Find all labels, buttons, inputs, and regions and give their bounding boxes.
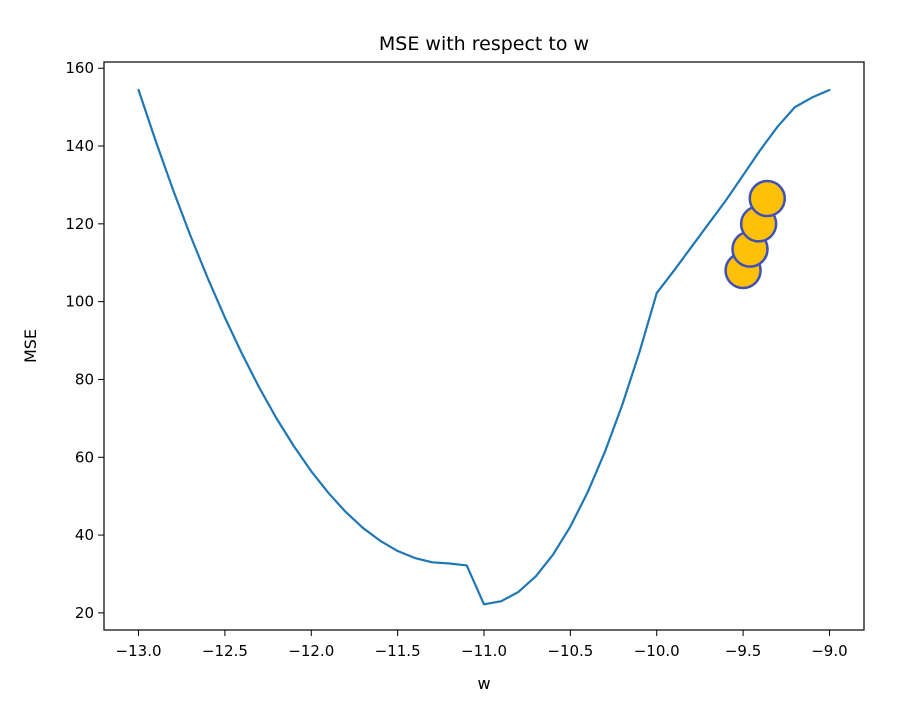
y-tick-label: 120: [65, 215, 94, 233]
x-axis-label: w: [477, 674, 490, 693]
x-tick-label: −9.0: [811, 642, 847, 660]
y-tick-label: 20: [75, 604, 94, 622]
x-tick-label: −11.5: [375, 642, 421, 660]
x-tick-label: −11.0: [461, 642, 507, 660]
plot-area: −13.0 −12.5 −12.0 −11.5 −11.0 −10.5 −10.0 −9.5 −…: [65, 59, 847, 660]
x-tick-label: −12.0: [288, 642, 334, 660]
gradient-step-point: [748, 179, 787, 218]
chart-title: MSE with respect to w: [379, 33, 589, 55]
x-tick-label: −13.0: [116, 642, 162, 660]
x-tick-label: −10.0: [634, 642, 680, 660]
x-tick-label: −10.5: [547, 642, 593, 660]
plot-frame: [103, 61, 865, 631]
y-tick-label: 160: [65, 59, 94, 77]
y-axis-label: MSE: [21, 329, 40, 363]
mse-curve-line: [137, 88, 831, 606]
y-tick-label: 40: [75, 526, 94, 544]
y-tick-label: 60: [75, 448, 94, 466]
x-tick-label: −9.5: [725, 642, 761, 660]
y-tick-label: 80: [75, 370, 94, 388]
y-tick-label: 140: [65, 137, 94, 155]
y-tick-label: 100: [65, 293, 94, 311]
x-tick-label: −12.5: [202, 642, 248, 660]
